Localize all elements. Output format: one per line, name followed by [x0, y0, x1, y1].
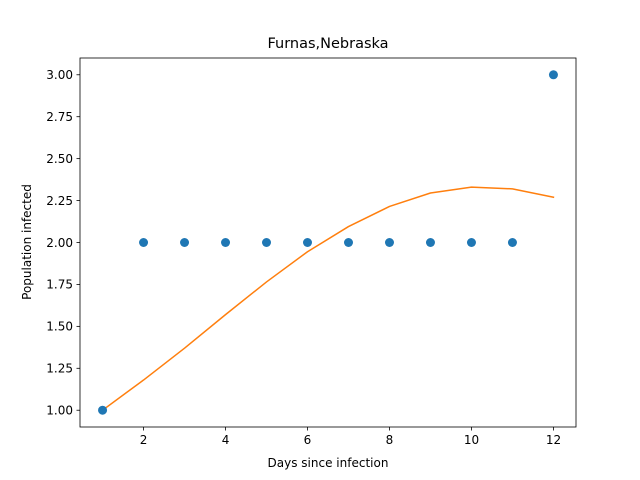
- observed-point: [98, 405, 108, 415]
- observed-point: [344, 238, 353, 247]
- observed-point: [466, 238, 476, 247]
- x-tick-label: 6: [304, 433, 312, 447]
- y-tick-label: 2.25: [46, 194, 73, 208]
- x-tick-label: 10: [464, 433, 479, 447]
- x-tick-label: 2: [140, 433, 148, 447]
- observed-point: [221, 238, 231, 247]
- y-tick-label: 2.00: [46, 236, 73, 250]
- observed-point: [303, 238, 312, 247]
- y-tick-label: 1.50: [46, 320, 73, 334]
- x-tick-label: 12: [546, 433, 561, 447]
- observed-point: [507, 238, 517, 247]
- y-tick-label: 2.50: [46, 152, 73, 166]
- observed-points-layer: [98, 70, 558, 415]
- observed-point: [548, 70, 558, 80]
- y-tick-label: 3.00: [46, 68, 73, 82]
- observed-point: [262, 238, 272, 247]
- observed-point: [384, 238, 394, 247]
- y-tick-label: 1.75: [46, 278, 73, 292]
- y-axis-label: Population infected: [20, 184, 34, 300]
- x-axis-ticks: 2 4 6 8 10 12: [140, 427, 561, 447]
- y-tick-label: 2.75: [46, 110, 73, 124]
- y-axis-ticks: 1.00 1.25 1.50 1.75 2.00 2.25 2.50 2.75 3.00: [46, 68, 80, 418]
- fit-line: [101, 186, 555, 412]
- x-tick-label: 4: [222, 433, 230, 447]
- observed-point: [180, 238, 190, 247]
- x-tick-label: 8: [386, 433, 394, 447]
- chart-title: Furnas,Nebraska: [267, 36, 388, 52]
- y-tick-label: 1.00: [46, 404, 73, 418]
- y-tick-label: 1.25: [46, 362, 73, 376]
- x-axis-label: Days since infection: [268, 456, 389, 470]
- observed-point: [139, 238, 149, 247]
- fit-line-layer: [101, 186, 555, 412]
- observed-point: [425, 238, 435, 247]
